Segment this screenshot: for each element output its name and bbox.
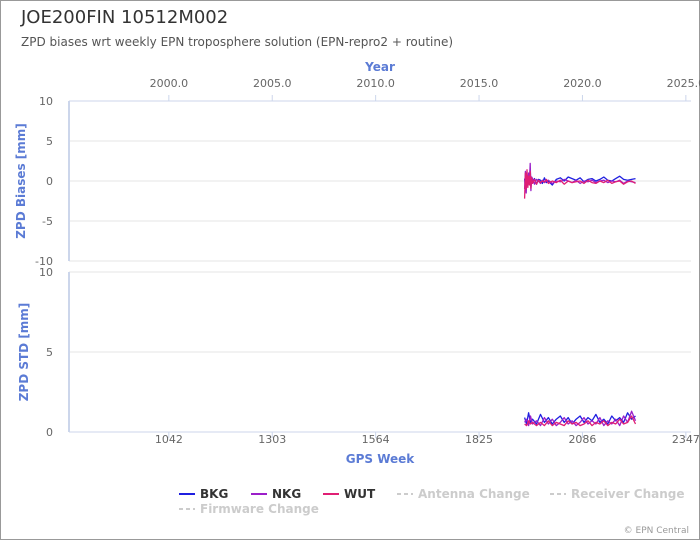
year-tick-label: 2025.0 [667, 77, 700, 90]
y-tick-label: -10 [35, 255, 53, 268]
y-tick-label: 5 [46, 346, 53, 359]
x-axis-title-gps-week: GPS Week [346, 452, 416, 466]
legend-label: Receiver Change [571, 487, 685, 501]
year-tick-label: 2010.0 [356, 77, 395, 90]
y-axis-title-std: ZPD STD [mm] [17, 303, 31, 402]
legend-item-receiver-change[interactable]: Receiver Change [550, 487, 685, 501]
gps-week-tick-label: 1564 [362, 433, 390, 446]
legend-label: Antenna Change [418, 487, 530, 501]
series-line-wut-std [524, 415, 637, 427]
legend-item-wut[interactable]: WUT [323, 487, 376, 501]
year-tick-label: 2000.0 [150, 77, 189, 90]
chart-title: JOE200FIN 10512M002 [21, 7, 229, 28]
series-lines [523, 162, 637, 427]
y-tick-label: 0 [46, 175, 53, 188]
gps-week-tick-label: 1825 [465, 433, 493, 446]
series-line-bkg-biases [523, 167, 636, 189]
grid-lines [69, 100, 691, 433]
y-tick-label: 0 [46, 426, 53, 439]
legend-label: WUT [344, 487, 376, 501]
y-tick-label: 10 [39, 266, 53, 279]
y-axis-title-biases: ZPD Biases [mm] [14, 123, 28, 239]
x-axis-title-year: Year [364, 60, 395, 74]
series-line-bkg-std [523, 412, 636, 425]
axes [68, 95, 691, 438]
legend-label: Firmware Change [200, 502, 319, 516]
series-line-wut-biases [523, 169, 636, 199]
gps-week-tick-label: 2347 [672, 433, 700, 446]
gps-week-tick-label: 1042 [155, 433, 183, 446]
y-tick-label: 5 [46, 135, 53, 148]
legend-item-antenna-change[interactable]: Antenna Change [397, 487, 530, 501]
gps-week-tick-label: 1303 [258, 433, 286, 446]
series-line-nkg-std [524, 410, 637, 427]
legend-item-firmware-change[interactable]: Firmware Change [179, 502, 319, 516]
y-tick-label: 10 [39, 95, 53, 108]
y-tick-label: -5 [42, 215, 53, 228]
year-tick-label: 2005.0 [253, 77, 292, 90]
legend-label: NKG [272, 487, 301, 501]
gps-week-tick-label: 2086 [568, 433, 596, 446]
legend-item-nkg[interactable]: NKG [251, 487, 301, 501]
year-tick-label: 2020.0 [563, 77, 602, 90]
year-tick-label: 2015.0 [460, 77, 499, 90]
legend-label: BKG [200, 487, 228, 501]
legend: BKG NKG WUT Antenna Change Receiver Change Fi… [179, 487, 685, 516]
chart-subtitle: ZPD biases wrt weekly EPN troposphere so… [21, 35, 454, 49]
credits-text[interactable]: © EPN Central [623, 526, 689, 536]
legend-item-bkg[interactable]: BKG [179, 487, 228, 501]
